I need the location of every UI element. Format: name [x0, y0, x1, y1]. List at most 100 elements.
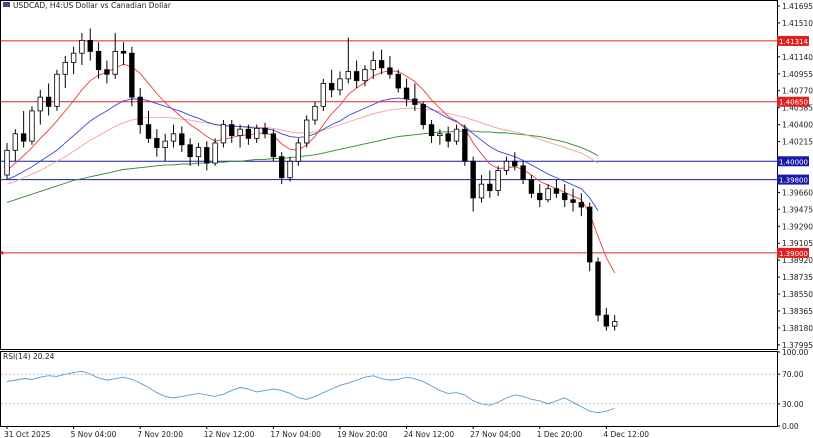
candle[interactable] — [537, 184, 543, 208]
candle[interactable] — [12, 129, 19, 162]
candle[interactable] — [20, 110, 27, 148]
candle[interactable] — [95, 42, 102, 79]
candle[interactable] — [603, 307, 610, 331]
candle[interactable] — [70, 46, 77, 75]
candle[interactable] — [104, 60, 110, 84]
candle[interactable] — [345, 37, 351, 84]
level-tag-label: 1.39000 — [779, 250, 808, 258]
candle[interactable] — [328, 69, 335, 98]
candle[interactable] — [437, 129, 443, 145]
candle[interactable] — [204, 141, 210, 171]
candle[interactable] — [503, 156, 510, 175]
candle[interactable] — [87, 28, 93, 61]
candle[interactable] — [337, 71, 343, 96]
time-tick-label: 19 Nov 20:00 — [337, 430, 388, 438]
candle[interactable] — [212, 138, 218, 166]
candle[interactable] — [420, 101, 426, 130]
candle[interactable] — [62, 55, 68, 88]
candle[interactable] — [578, 193, 585, 217]
candle[interactable] — [279, 152, 285, 185]
candle[interactable] — [470, 156, 476, 212]
candle[interactable] — [570, 188, 576, 212]
candle-body — [195, 147, 202, 158]
candle-body — [603, 314, 610, 327]
candle-body — [154, 137, 160, 148]
candle[interactable] — [445, 126, 451, 148]
price-tick-label: 1.40770 — [782, 87, 813, 96]
candle[interactable] — [378, 49, 385, 75]
time-tick-label: 31 Oct 2025 — [4, 430, 51, 438]
candle[interactable] — [45, 83, 52, 116]
candle[interactable] — [195, 142, 202, 166]
candle[interactable] — [512, 152, 518, 171]
symbol-label: USDCAD, H4: — [13, 1, 63, 10]
price-tick-label: 1.39290 — [782, 222, 813, 231]
price-tick-label: 1.40215 — [782, 138, 813, 147]
candle[interactable] — [170, 124, 177, 148]
candle[interactable] — [254, 124, 260, 143]
candle[interactable] — [495, 165, 501, 197]
candle-body — [353, 71, 360, 82]
candle[interactable] — [120, 42, 127, 66]
candle[interactable] — [37, 89, 43, 125]
candle-body — [503, 160, 510, 171]
candle[interactable] — [478, 175, 485, 203]
candle[interactable] — [395, 69, 401, 93]
candle[interactable] — [611, 315, 618, 331]
candle[interactable] — [370, 51, 376, 79]
candle[interactable] — [229, 120, 235, 143]
candle[interactable] — [29, 106, 35, 145]
rsi-tick-label: 100.00 — [782, 348, 808, 357]
candle-body — [520, 165, 526, 180]
candle[interactable] — [262, 122, 268, 139]
candle[interactable] — [312, 101, 318, 125]
candle-body — [170, 133, 177, 142]
candle-body — [545, 188, 551, 201]
candle-body — [562, 192, 568, 201]
candle[interactable] — [187, 138, 193, 166]
candle[interactable] — [362, 65, 368, 87]
candle[interactable] — [137, 88, 143, 134]
candle-body — [578, 202, 585, 208]
candle[interactable] — [4, 142, 10, 180]
candlesticks — [4, 28, 618, 331]
candle[interactable] — [387, 55, 393, 79]
candle-body — [129, 52, 135, 98]
candle[interactable] — [79, 33, 85, 66]
candle[interactable] — [462, 124, 468, 166]
candle[interactable] — [303, 115, 310, 148]
price-tick-label: 1.38365 — [782, 307, 813, 316]
candle[interactable] — [320, 78, 327, 111]
candle[interactable] — [129, 46, 135, 107]
candle[interactable] — [54, 69, 60, 111]
candle[interactable] — [179, 126, 185, 153]
candle[interactable] — [220, 120, 227, 148]
candle-body — [87, 39, 93, 52]
candle[interactable] — [270, 129, 277, 162]
candle[interactable] — [145, 110, 152, 143]
candle[interactable] — [528, 175, 535, 198]
candle[interactable] — [453, 124, 460, 145]
candle[interactable] — [428, 120, 435, 143]
candle[interactable] — [487, 170, 493, 198]
level-tag-label: 1.40650 — [779, 99, 808, 107]
candle[interactable] — [587, 202, 593, 272]
candle[interactable] — [595, 257, 601, 322]
candle[interactable] — [553, 179, 560, 198]
candle[interactable] — [545, 184, 551, 203]
candle[interactable] — [295, 138, 302, 166]
candle[interactable] — [562, 184, 568, 208]
candle-body — [270, 133, 277, 158]
candle[interactable] — [412, 83, 418, 111]
candle[interactable] — [403, 78, 410, 107]
candle[interactable] — [245, 124, 252, 145]
candle[interactable] — [112, 33, 118, 79]
candle[interactable] — [154, 129, 160, 157]
candle[interactable] — [237, 124, 243, 148]
candle[interactable] — [520, 161, 526, 185]
candle[interactable] — [353, 60, 360, 88]
rsi-tick-label: 30.00 — [782, 400, 804, 409]
candle[interactable] — [287, 156, 293, 182]
candle[interactable] — [162, 133, 168, 162]
price-tick-label: 1.38550 — [782, 290, 813, 299]
